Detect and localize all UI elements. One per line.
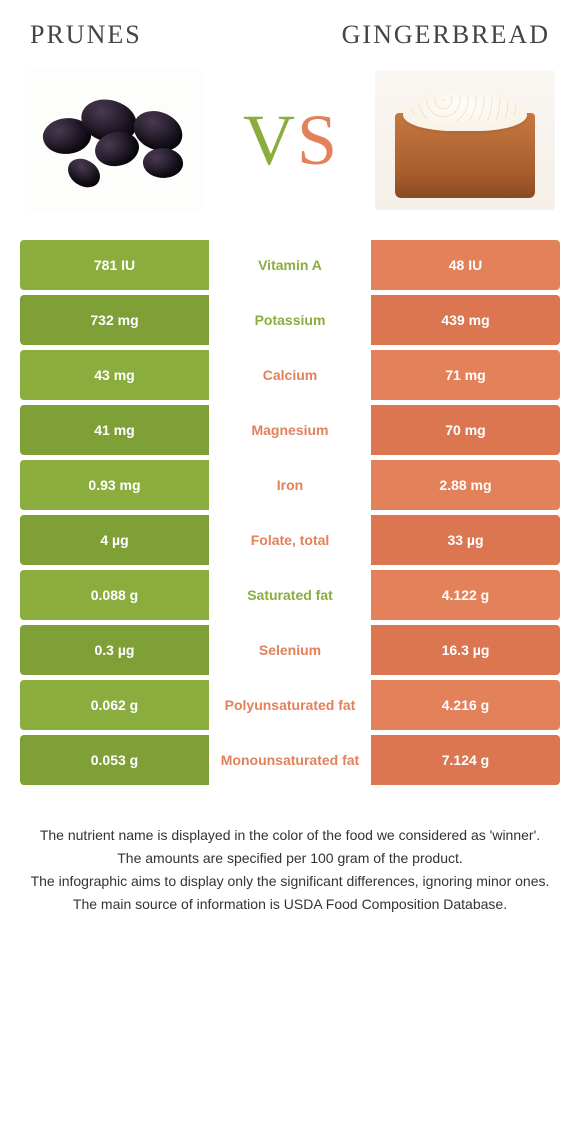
footer-line: The amounts are specified per 100 gram o…: [30, 848, 550, 869]
footer-notes: The nutrient name is displayed in the co…: [20, 825, 560, 915]
vs-label: V S: [243, 104, 337, 176]
nutrient-label: Monounsaturated fat: [209, 735, 371, 785]
footer-line: The infographic aims to display only the…: [30, 871, 550, 892]
left-food-title: PRUNES: [30, 20, 142, 50]
footer-line: The nutrient name is displayed in the co…: [30, 825, 550, 846]
left-value: 4 µg: [20, 515, 209, 565]
nutrient-label: Vitamin A: [209, 240, 371, 290]
right-value: 2.88 mg: [371, 460, 560, 510]
table-row: 0.062 gPolyunsaturated fat4.216 g: [20, 680, 560, 730]
right-value: 16.3 µg: [371, 625, 560, 675]
right-value: 33 µg: [371, 515, 560, 565]
nutrient-label: Calcium: [209, 350, 371, 400]
left-value: 43 mg: [20, 350, 209, 400]
left-value: 0.088 g: [20, 570, 209, 620]
left-value: 781 IU: [20, 240, 209, 290]
nutrient-label: Polyunsaturated fat: [209, 680, 371, 730]
table-row: 4 µgFolate, total33 µg: [20, 515, 560, 565]
right-food-title: GINGERBREAD: [342, 20, 550, 50]
table-row: 43 mgCalcium71 mg: [20, 350, 560, 400]
left-value: 0.3 µg: [20, 625, 209, 675]
left-value: 0.93 mg: [20, 460, 209, 510]
table-row: 41 mgMagnesium70 mg: [20, 405, 560, 455]
right-value: 7.124 g: [371, 735, 560, 785]
right-value: 48 IU: [371, 240, 560, 290]
nutrient-label: Selenium: [209, 625, 371, 675]
nutrient-label: Potassium: [209, 295, 371, 345]
vs-s: S: [297, 104, 337, 176]
comparison-table: 781 IUVitamin A48 IU732 mgPotassium439 m…: [20, 240, 560, 785]
table-row: 732 mgPotassium439 mg: [20, 295, 560, 345]
right-value: 71 mg: [371, 350, 560, 400]
nutrient-label: Saturated fat: [209, 570, 371, 620]
right-value: 70 mg: [371, 405, 560, 455]
hero-row: V S: [20, 70, 560, 210]
nutrient-label: Folate, total: [209, 515, 371, 565]
table-row: 0.088 gSaturated fat4.122 g: [20, 570, 560, 620]
right-value: 4.122 g: [371, 570, 560, 620]
gingerbread-image: [375, 70, 555, 210]
footer-line: The main source of information is USDA F…: [30, 894, 550, 915]
nutrient-label: Magnesium: [209, 405, 371, 455]
table-row: 781 IUVitamin A48 IU: [20, 240, 560, 290]
left-value: 0.062 g: [20, 680, 209, 730]
table-row: 0.3 µgSelenium16.3 µg: [20, 625, 560, 675]
table-row: 0.93 mgIron2.88 mg: [20, 460, 560, 510]
left-value: 732 mg: [20, 295, 209, 345]
right-value: 4.216 g: [371, 680, 560, 730]
nutrient-label: Iron: [209, 460, 371, 510]
table-row: 0.053 gMonounsaturated fat7.124 g: [20, 735, 560, 785]
vs-v: V: [243, 104, 295, 176]
prunes-image: [25, 70, 205, 210]
left-value: 0.053 g: [20, 735, 209, 785]
right-value: 439 mg: [371, 295, 560, 345]
header: PRUNES GINGERBREAD: [20, 20, 560, 70]
left-value: 41 mg: [20, 405, 209, 455]
